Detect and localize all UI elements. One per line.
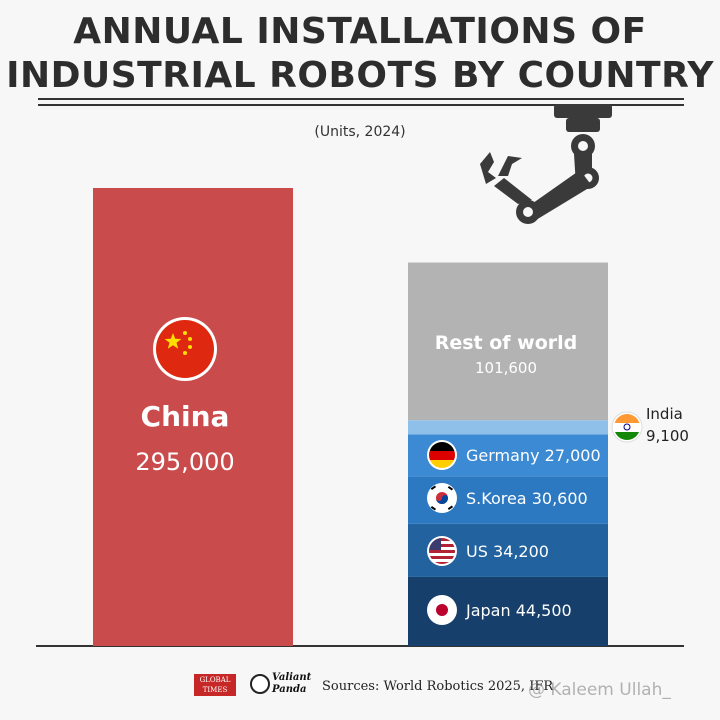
label-south-korea: S.Korea 30,600 [466, 489, 588, 508]
valiant-panda-logo: Valiant Panda [250, 672, 316, 698]
robot-arm-icon [480, 104, 612, 224]
bar-segment-rest-of-world [408, 262, 608, 421]
south-korea-flag-icon [427, 483, 457, 513]
label-china: China [141, 400, 230, 433]
label-japan: Japan 44,500 [465, 601, 572, 620]
value-china: 295,000 [135, 448, 234, 476]
japan-flag-icon [427, 595, 457, 625]
us-flag-icon [427, 536, 457, 566]
chart-subtitle: (Units, 2024) [314, 124, 406, 140]
global-times-logo: GLOBAL TIMES [194, 674, 236, 696]
bar-segment-india [408, 420, 608, 435]
title-line-2: INDUSTRIAL ROBOTS BY COUNTRY [6, 55, 714, 96]
value-india: 9,100 [646, 427, 689, 445]
bar-segment-china [93, 188, 293, 646]
title-rule-bottom [38, 104, 684, 106]
india-flag-icon [611, 411, 643, 443]
title-rule-top [38, 98, 684, 100]
title-line-1: ANNUAL INSTALLATIONS OF [73, 11, 647, 52]
watermark: @ Kaleem Ullah_ [528, 680, 671, 700]
chart-title: ANNUAL INSTALLATIONS OF INDUSTRIAL ROBOT… [0, 10, 720, 98]
footer: GLOBAL TIMES Valiant Panda Sources: Worl… [0, 672, 720, 712]
value-rest-of-world: 101,600 [475, 359, 537, 377]
china-flag-icon [153, 317, 217, 381]
source-note: Sources: World Robotics 2025, IFR [322, 679, 554, 694]
label-india: India [646, 405, 683, 423]
label-germany: Germany 27,000 [466, 446, 601, 465]
panda-icon [250, 674, 270, 694]
chart-area: China 295,000 Rest of world 101,600 Germ… [36, 104, 689, 647]
label-us: US 34,200 [466, 542, 549, 561]
label-rest-of-world: Rest of world [435, 332, 578, 354]
germany-flag-icon [427, 440, 457, 470]
